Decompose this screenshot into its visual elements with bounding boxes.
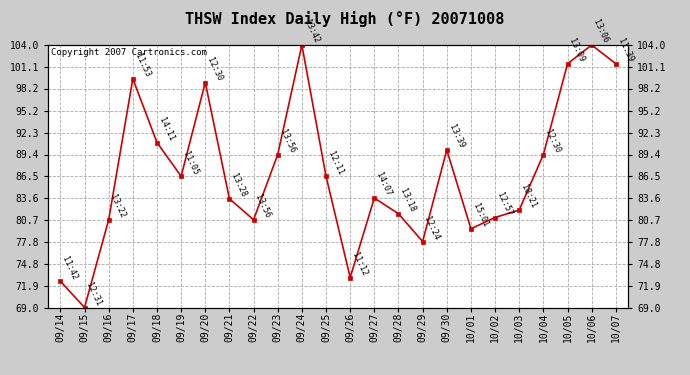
Text: 13:18: 13:18 xyxy=(399,187,417,214)
Text: THSW Index Daily High (°F) 20071008: THSW Index Daily High (°F) 20071008 xyxy=(186,11,504,27)
Text: 13:39: 13:39 xyxy=(447,123,466,150)
Text: 15:01: 15:01 xyxy=(471,202,490,229)
Text: 13:56: 13:56 xyxy=(254,193,273,220)
Text: 14:11: 14:11 xyxy=(157,116,176,142)
Text: 12:24: 12:24 xyxy=(423,215,442,242)
Text: 13:42: 13:42 xyxy=(302,18,321,45)
Text: Copyright 2007 Cartronics.com: Copyright 2007 Cartronics.com xyxy=(51,48,207,57)
Text: 13:22: 13:22 xyxy=(109,193,128,220)
Text: 11:42: 11:42 xyxy=(61,255,79,281)
Text: 11:05: 11:05 xyxy=(181,150,200,176)
Text: 11:39: 11:39 xyxy=(616,37,635,64)
Text: 14:07: 14:07 xyxy=(375,171,393,198)
Text: 13:28: 13:28 xyxy=(230,172,248,199)
Text: 12:57: 12:57 xyxy=(495,191,514,217)
Text: 12:30: 12:30 xyxy=(544,128,562,154)
Text: 13:09: 13:09 xyxy=(568,37,586,64)
Text: 11:12: 11:12 xyxy=(351,251,369,278)
Text: 13:56: 13:56 xyxy=(278,128,297,154)
Text: 12:30: 12:30 xyxy=(206,56,224,82)
Text: 12:11: 12:11 xyxy=(326,150,345,176)
Text: 11:53: 11:53 xyxy=(133,52,152,79)
Text: 18:21: 18:21 xyxy=(520,183,538,210)
Text: 12:31: 12:31 xyxy=(85,281,104,308)
Text: 13:06: 13:06 xyxy=(592,18,611,45)
